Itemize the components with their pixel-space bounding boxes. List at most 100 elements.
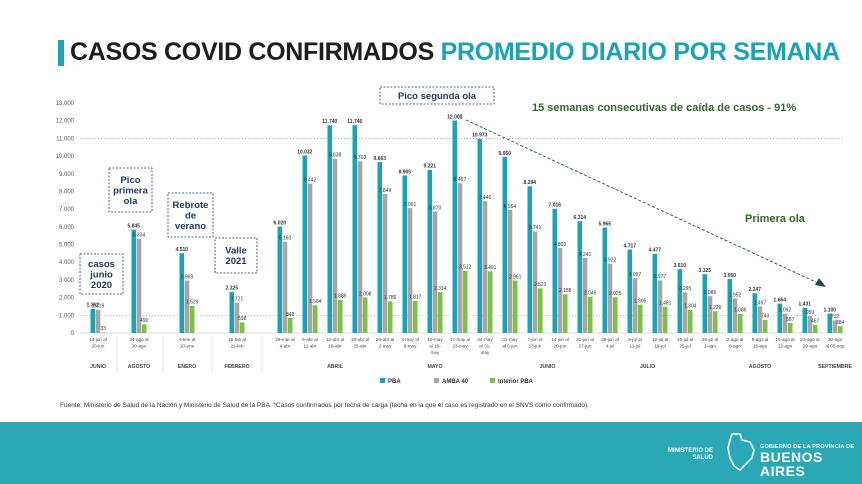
x-tick-label-21: 1-ago xyxy=(704,344,716,349)
data-label-interior-9: 1.817 xyxy=(409,295,422,301)
data-label-interior-15: 2.188 xyxy=(559,288,572,294)
x-tick-label-4: 29-mar al xyxy=(275,337,294,342)
data-label-interior-22: 1.086 xyxy=(734,308,747,314)
gobierno-label: GOBIERNO DE LA PROVINCIA DE xyxy=(760,444,855,450)
x-tick-label-18: 5-jul al xyxy=(628,337,642,342)
y-tick-label: 6.000 xyxy=(59,225,75,231)
x-tick-label-5: 11-abr xyxy=(304,344,317,349)
bar-interior-12 xyxy=(487,271,493,333)
bar-interior-2 xyxy=(189,305,195,333)
data-label-interior-12: 3.491 xyxy=(484,265,497,271)
data-label-amba-2: 2.969 xyxy=(181,274,194,280)
data-label-pba-22: 3.050 xyxy=(724,273,737,279)
bar-interior-21 xyxy=(712,311,718,333)
bar-amba-9 xyxy=(407,208,413,333)
x-tick-label-21: 26-jul al xyxy=(702,337,718,342)
x-tick-label-9: 9-may xyxy=(404,344,417,349)
bar-pba-8 xyxy=(377,162,383,333)
annotation-text-0: 2020 xyxy=(91,280,112,291)
bar-pba-14 xyxy=(527,186,533,333)
bar-pba-7 xyxy=(352,125,358,333)
bar-amba-6 xyxy=(332,158,338,333)
bar-amba-20 xyxy=(682,292,688,333)
x-tick-label-10: al 16- xyxy=(429,344,441,349)
data-label-amba-5: 8.442 xyxy=(304,177,317,183)
data-label-pba-21: 3.325 xyxy=(699,268,712,274)
x-tick-label-6: 12-abr al xyxy=(326,337,344,342)
bar-amba-16 xyxy=(582,257,588,333)
x-tick-label-2: 10-ene xyxy=(180,344,195,349)
month-label-4: ABRIL xyxy=(327,364,344,370)
data-label-amba-8: 7.849 xyxy=(379,188,392,194)
x-tick-label-10: 10-may xyxy=(427,337,443,342)
bar-amba-18 xyxy=(632,278,638,333)
annotation-box-3 xyxy=(214,237,258,274)
data-label-amba-12: 7.446 xyxy=(479,195,492,201)
x-tick-label-3: 15-feb al xyxy=(228,337,246,342)
data-label-interior-14: 2.523 xyxy=(534,282,547,288)
x-tick-label-14: 7-jun al xyxy=(527,337,542,342)
bar-interior-13 xyxy=(512,280,518,333)
data-label-pba-20: 3.610 xyxy=(674,263,687,269)
bar-interior-4 xyxy=(287,317,293,333)
bar-amba-10 xyxy=(432,211,438,333)
bar-interior-26 xyxy=(837,326,843,333)
data-label-amba-23: 1.497 xyxy=(754,300,767,306)
bar-amba-14 xyxy=(532,231,538,333)
bar-amba-11 xyxy=(457,183,463,333)
x-tick-label-26: al 05-sep xyxy=(826,344,845,349)
data-label-amba-16: 4.241 xyxy=(579,252,592,258)
bar-interior-24 xyxy=(787,322,793,333)
title-part1: CASOS COVID CONFIRMADOS xyxy=(70,38,434,66)
bar-interior-19 xyxy=(662,306,668,333)
bar-pba-3 xyxy=(229,291,235,333)
x-tick-label-16: 27-jun xyxy=(579,344,592,349)
x-tick-label-7: 19-abr al xyxy=(351,337,369,342)
y-tick-label: 13.000 xyxy=(56,101,75,107)
x-tick-label-12: 24-may xyxy=(477,337,493,342)
bar-amba-19 xyxy=(657,280,663,333)
data-label-amba-26: 712 xyxy=(831,314,840,320)
annotation-text-2: de xyxy=(185,210,196,221)
data-label-amba-18: 3.097 xyxy=(629,272,642,278)
annotation-box-2 xyxy=(167,192,214,238)
data-label-amba-3: 1.721 xyxy=(231,296,244,302)
data-label-pba-16: 6.314 xyxy=(574,215,587,221)
bar-interior-7 xyxy=(362,297,368,333)
data-label-amba-4: 5.160 xyxy=(279,236,292,242)
data-label-interior-1: 490 xyxy=(140,318,149,324)
bar-interior-9 xyxy=(412,300,418,333)
bar-interior-20 xyxy=(687,309,693,333)
bar-amba-4 xyxy=(282,241,288,333)
x-tick-label-22: 8-ago xyxy=(729,344,741,349)
y-tick-label: 9.000 xyxy=(59,172,75,178)
trend-arrow-head xyxy=(815,278,826,287)
data-label-pba-4: 6.020 xyxy=(274,220,287,226)
data-label-amba-13: 6.954 xyxy=(504,204,517,210)
data-label-interior-20: 1.304 xyxy=(684,304,697,310)
data-label-interior-24: 567 xyxy=(786,317,795,323)
ministerio-line-1: MINISTERIO DE xyxy=(668,448,714,454)
legend-swatch-pba xyxy=(380,378,385,383)
x-tick-label-25: 23-ago al xyxy=(800,337,819,342)
bar-pba-20 xyxy=(677,269,683,333)
bar-amba-7 xyxy=(357,161,363,333)
x-tick-label-12: al 31- xyxy=(479,344,491,349)
data-label-pba-8: 9.663 xyxy=(374,156,387,162)
x-tick-label-18: 11-jul xyxy=(630,344,641,349)
x-tick-label-22: 2-ago al xyxy=(727,337,744,342)
x-tick-label-11: 17-may al xyxy=(450,337,470,342)
x-tick-label-1: 24-ago al xyxy=(129,337,148,342)
trend-arrow-line xyxy=(465,119,821,285)
bar-amba-3 xyxy=(234,302,240,333)
data-label-pba-9: 8.905 xyxy=(399,169,412,175)
buenos-aires-label: BUENOS AIRES xyxy=(760,449,823,479)
data-label-pba-19: 4.477 xyxy=(649,248,662,254)
data-label-interior-26: 384 xyxy=(836,320,845,326)
data-label-interior-23: 743 xyxy=(761,314,770,320)
data-label-amba-7: 9.703 xyxy=(354,155,367,161)
data-label-pba-15: 7.016 xyxy=(549,203,562,209)
data-label-pba-0: 1.362 xyxy=(87,303,100,309)
annotation-box-0 xyxy=(79,253,124,295)
data-label-pba-7: 11.746 xyxy=(347,119,362,125)
